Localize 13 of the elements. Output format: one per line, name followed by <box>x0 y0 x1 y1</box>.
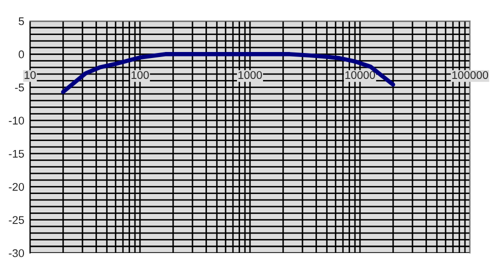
x-tick-label: 1000 <box>238 71 262 79</box>
x-tick-label: 100000 <box>452 71 488 79</box>
y-tick-label: -20 <box>8 182 24 191</box>
y-tick-label: -10 <box>8 116 24 125</box>
x-tick-label: 100 <box>132 71 149 79</box>
y-tick-label: -25 <box>8 216 24 224</box>
x-tick-label: 10000 <box>345 71 376 79</box>
y-tick-label: 5 <box>18 17 24 26</box>
y-tick-label: -15 <box>8 150 24 158</box>
y-tick-label: -5 <box>15 84 24 92</box>
x-tick-label: 10 <box>24 71 36 79</box>
y-tick-label: -30 <box>8 249 24 258</box>
y-tick-label: 0 <box>18 50 24 58</box>
